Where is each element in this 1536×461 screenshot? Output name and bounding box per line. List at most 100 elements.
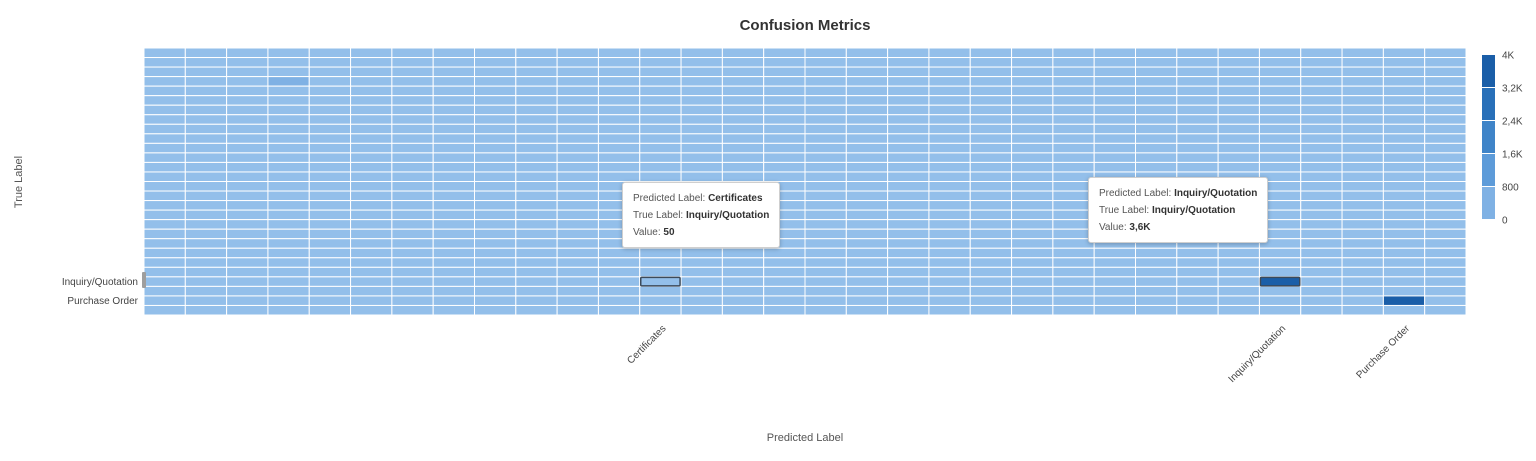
heatmap-cell[interactable]	[267, 209, 310, 221]
heatmap-cell[interactable]	[515, 257, 558, 268]
heatmap-cell[interactable]	[763, 85, 806, 97]
heatmap-cell[interactable]	[969, 123, 1013, 135]
heatmap-cell[interactable]	[1382, 266, 1426, 278]
heatmap-cell[interactable]	[391, 247, 434, 259]
heatmap-cell[interactable]	[928, 114, 971, 125]
heatmap-cell[interactable]	[804, 304, 847, 316]
heatmap-cell[interactable]	[680, 304, 723, 316]
heatmap-cell[interactable]	[350, 266, 393, 278]
heatmap-cell[interactable]	[969, 76, 1013, 87]
heatmap-cell[interactable]	[515, 209, 558, 221]
heatmap-cell[interactable]	[845, 66, 889, 78]
heatmap-cell[interactable]	[1052, 66, 1095, 78]
heatmap-cell[interactable]	[763, 47, 806, 59]
heatmap-cell[interactable]	[928, 209, 971, 221]
heatmap-cell[interactable]	[1382, 85, 1426, 97]
heatmap-cell[interactable]	[721, 47, 765, 59]
heatmap-cell[interactable]	[1217, 104, 1260, 116]
heatmap-cell[interactable]	[308, 142, 352, 154]
heatmap-cell[interactable]	[1300, 219, 1343, 230]
heatmap-cell[interactable]	[226, 142, 269, 154]
heatmap-cell[interactable]	[515, 66, 558, 78]
heatmap-cell[interactable]	[267, 266, 310, 278]
heatmap-cell[interactable]	[845, 95, 889, 106]
heatmap-cell[interactable]	[1424, 181, 1467, 192]
heatmap-cell[interactable]	[597, 247, 641, 259]
heatmap-cell[interactable]	[350, 285, 393, 297]
heatmap-cell[interactable]	[432, 228, 475, 240]
heatmap-cell[interactable]	[969, 238, 1013, 249]
heatmap-cell[interactable]	[474, 295, 517, 306]
heatmap-cell[interactable]	[432, 295, 475, 306]
heatmap-cell[interactable]	[1300, 228, 1343, 240]
heatmap-cell[interactable]	[308, 200, 352, 211]
heatmap-cell[interactable]	[721, 295, 765, 306]
heatmap-cell[interactable]	[680, 161, 723, 173]
heatmap-cell[interactable]	[267, 200, 310, 211]
heatmap-cell[interactable]	[1424, 295, 1467, 306]
heatmap-cell[interactable]	[887, 104, 930, 116]
heatmap-cell[interactable]	[639, 76, 682, 87]
heatmap-cell[interactable]	[1217, 295, 1260, 306]
heatmap-cell[interactable]	[887, 285, 930, 297]
heatmap-cell[interactable]	[969, 295, 1013, 306]
heatmap-cell[interactable]	[1176, 295, 1219, 306]
heatmap-cell[interactable]	[1093, 161, 1136, 173]
heatmap-cell[interactable]	[928, 85, 971, 97]
heatmap-cell[interactable]	[1341, 200, 1384, 211]
heatmap-cell[interactable]	[763, 247, 806, 259]
heatmap-cell[interactable]	[267, 181, 310, 192]
heatmap-cell[interactable]	[350, 181, 393, 192]
heatmap-cell[interactable]	[804, 161, 847, 173]
heatmap-cell[interactable]	[1258, 66, 1302, 78]
heatmap-cell[interactable]	[391, 171, 434, 182]
heatmap-cell[interactable]	[226, 66, 269, 78]
heatmap-cell[interactable]	[928, 276, 971, 287]
heatmap-cell[interactable]	[804, 209, 847, 221]
heatmap-cell[interactable]	[1135, 161, 1178, 173]
heatmap-cell[interactable]	[928, 257, 971, 268]
heatmap-cell[interactable]	[556, 247, 599, 259]
heatmap-cell[interactable]	[1052, 257, 1095, 268]
heatmap-cell[interactable]	[969, 47, 1013, 59]
heatmap-cell[interactable]	[350, 276, 393, 287]
heatmap-cell[interactable]	[845, 114, 889, 125]
heatmap-cell[interactable]	[556, 161, 599, 173]
heatmap-cell[interactable]	[184, 104, 228, 116]
heatmap-cell[interactable]	[1093, 142, 1136, 154]
heatmap-cell[interactable]	[804, 285, 847, 297]
heatmap-cell[interactable]	[1424, 238, 1467, 249]
heatmap-cell[interactable]	[1093, 57, 1136, 68]
heatmap-cell[interactable]	[928, 142, 971, 154]
heatmap-cell[interactable]	[1176, 76, 1219, 87]
heatmap-cell[interactable]	[969, 95, 1013, 106]
heatmap-cell[interactable]	[1011, 276, 1054, 287]
heatmap-cell[interactable]	[1011, 123, 1054, 135]
heatmap-cell[interactable]	[1135, 104, 1178, 116]
heatmap-cell[interactable]	[639, 171, 682, 182]
heatmap-cell[interactable]	[597, 257, 641, 268]
heatmap-cell[interactable]	[1300, 95, 1343, 106]
heatmap-cell[interactable]	[680, 285, 723, 297]
heatmap-cell[interactable]	[1258, 123, 1302, 135]
heatmap-cell[interactable]	[1300, 295, 1343, 306]
heatmap-cell[interactable]	[1300, 257, 1343, 268]
heatmap-cell[interactable]	[763, 123, 806, 135]
heatmap-cell[interactable]	[515, 104, 558, 116]
heatmap-cell[interactable]	[1093, 114, 1136, 125]
heatmap-cell[interactable]	[308, 295, 352, 306]
heatmap-cell[interactable]	[267, 95, 310, 106]
heatmap-cell[interactable]	[845, 123, 889, 135]
heatmap-cell[interactable]	[308, 171, 352, 182]
heatmap-cell[interactable]	[804, 181, 847, 192]
heatmap-cell[interactable]	[928, 57, 971, 68]
heatmap-cell[interactable]	[721, 304, 765, 316]
heatmap-cell[interactable]	[804, 85, 847, 97]
heatmap-cell[interactable]	[350, 66, 393, 78]
heatmap-cell[interactable]	[845, 285, 889, 297]
heatmap-cell[interactable]	[1011, 200, 1054, 211]
heatmap-cell[interactable]	[308, 304, 352, 316]
heatmap-cell[interactable]	[184, 85, 228, 97]
heatmap-cell[interactable]	[928, 76, 971, 87]
heatmap-cell[interactable]	[1176, 247, 1219, 259]
